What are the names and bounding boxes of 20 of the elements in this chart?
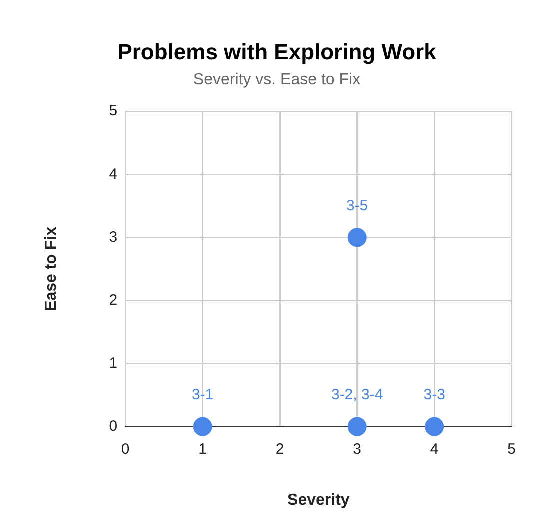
chart-subtitle: Severity vs. Ease to Fix xyxy=(193,71,361,88)
y-axis-title: Ease to Fix xyxy=(43,226,60,312)
annotation: 3-1 xyxy=(192,386,214,404)
x-tick-label: 4 xyxy=(430,440,439,458)
chart-title: Problems with Exploring Work xyxy=(118,39,438,64)
y-tick-label: 5 xyxy=(109,102,118,120)
y-tick-label: 2 xyxy=(109,292,118,309)
x-tick-label: 3 xyxy=(353,440,362,458)
x-tick-label: 1 xyxy=(198,440,207,458)
y-tick-label: 3 xyxy=(109,228,118,246)
y-tick-label: 0 xyxy=(109,418,118,435)
annotation: 3-5 xyxy=(346,197,368,214)
x-tick-label: 5 xyxy=(508,440,516,458)
x-tick-label: 2 xyxy=(276,440,284,458)
y-tick-label: 4 xyxy=(109,166,118,183)
x-axis-title: Severity xyxy=(288,492,350,509)
annotation: 3-2, 3-4 xyxy=(331,386,384,404)
x-tick-label: 0 xyxy=(121,440,130,458)
y-tick-label: 1 xyxy=(109,354,118,372)
annotation: 3-3 xyxy=(424,386,446,404)
